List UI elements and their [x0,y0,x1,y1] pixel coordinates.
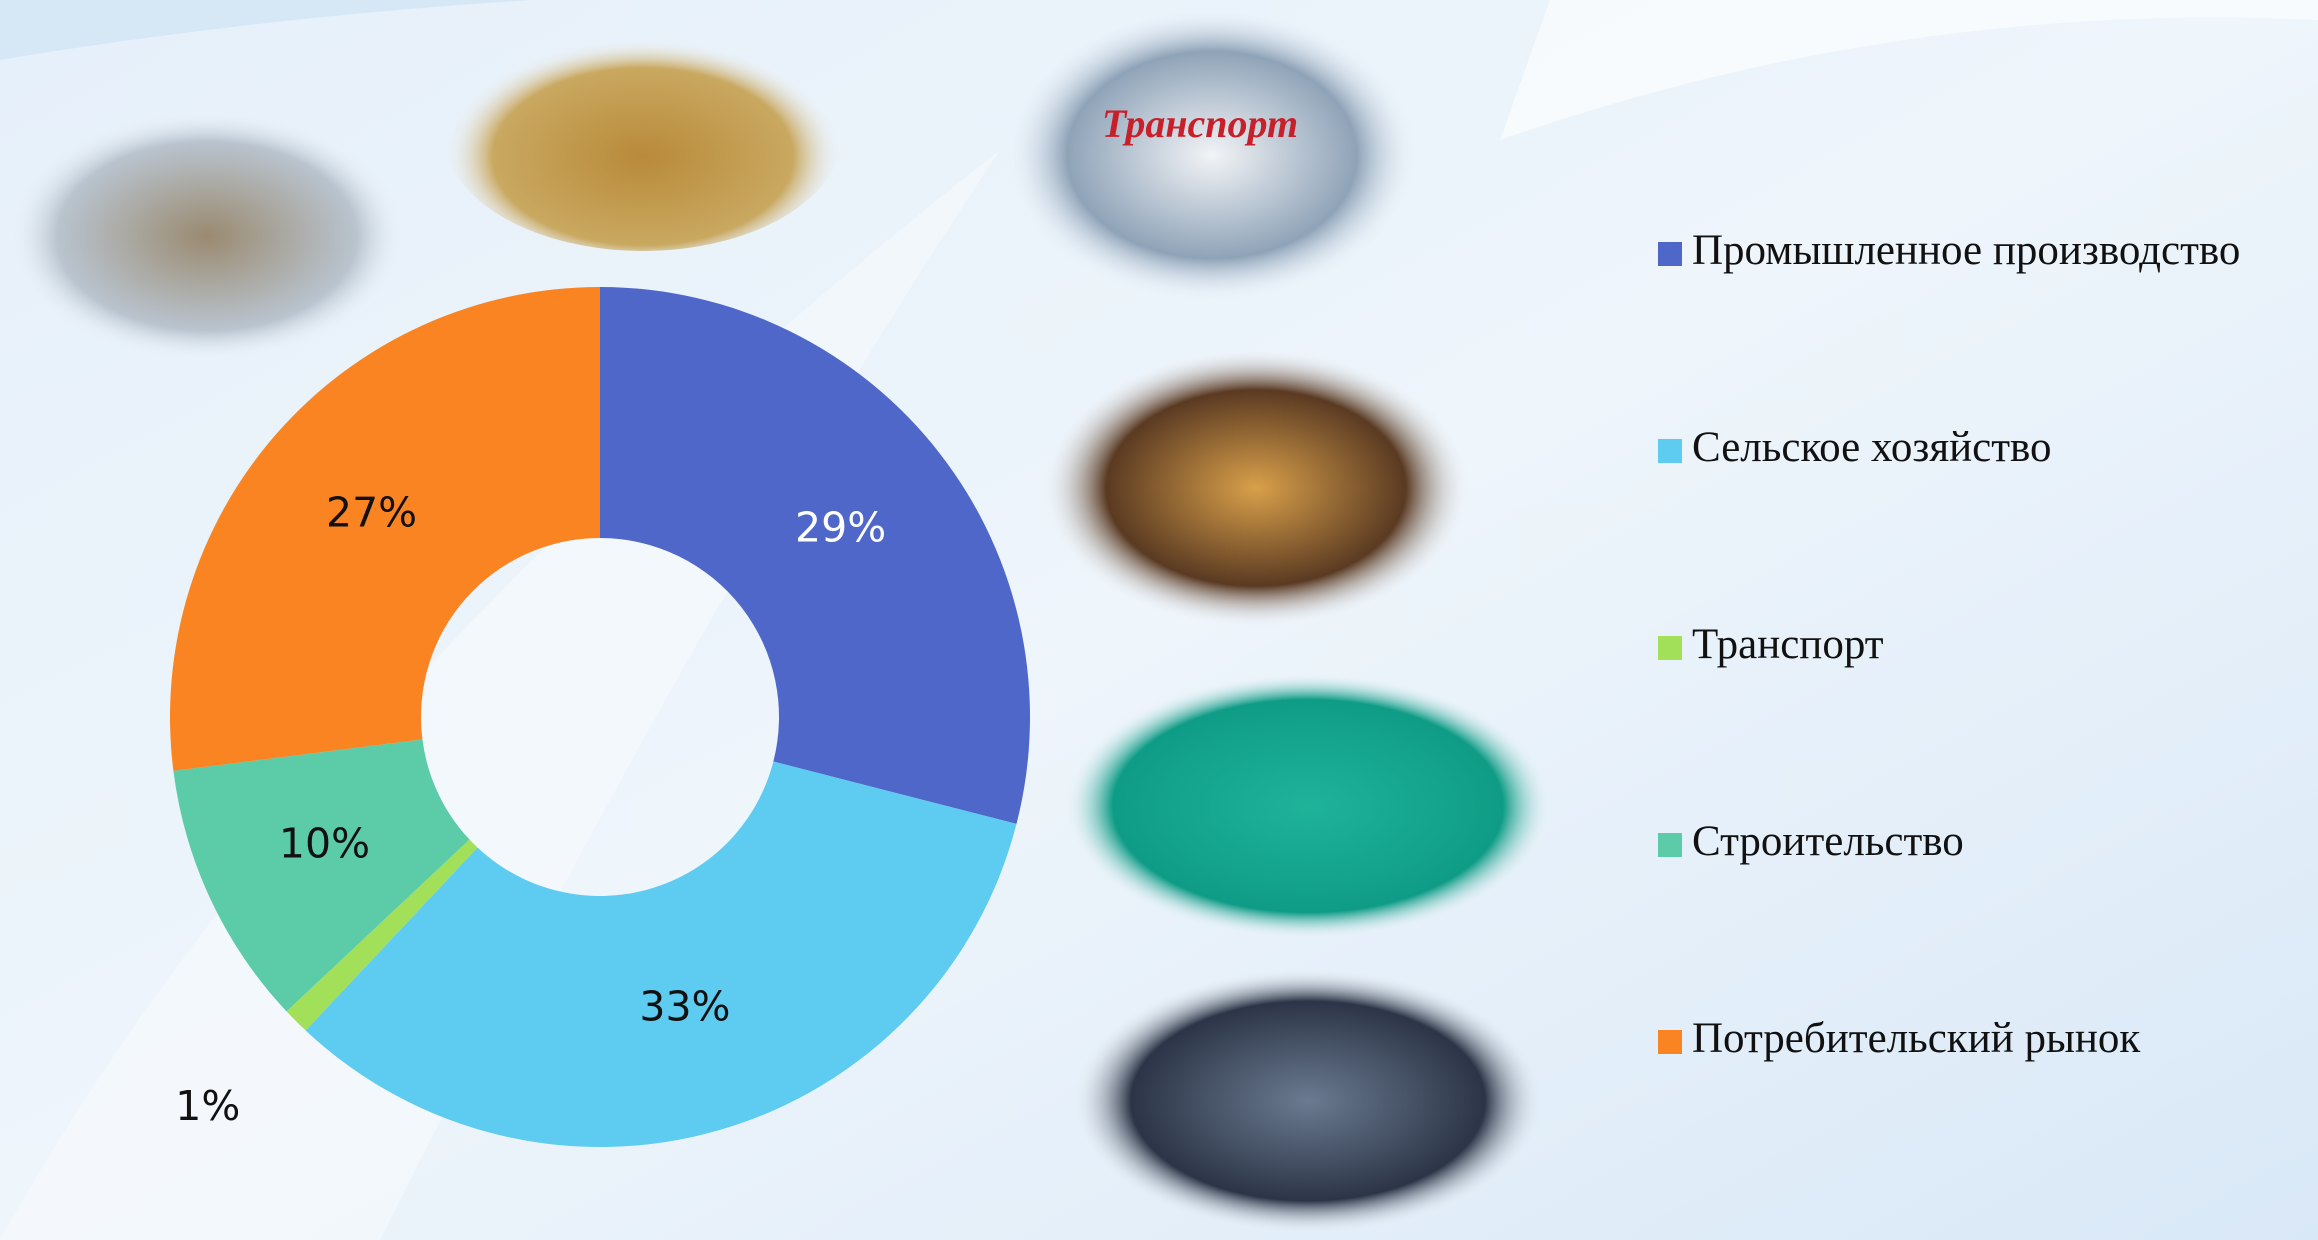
legend-swatch [1658,439,1682,463]
photo-transport [1005,7,1419,303]
legend-label: Строительство [1692,818,1964,865]
chart: Транспорт 29% 33% 1% 10% 27% Промышленное пр… [0,0,2318,1240]
photo-services [1072,968,1544,1234]
data-label: 29% [795,503,886,551]
legend-label: Потребительский рынок [1692,1015,2140,1062]
data-label: 27% [326,489,417,537]
legend-swatch [1658,1030,1682,1054]
data-label: 10% [279,820,370,868]
legend-swatch [1658,636,1682,660]
data-label: 1% [175,1082,240,1130]
legend-swatch [1658,833,1682,857]
photo-agriculture [443,15,843,251]
legend-label: Транспорт [1692,621,1884,668]
legend-label: Сельское хозяйство [1692,424,2052,471]
photo-caption: Транспорт [1102,101,1298,146]
photo-construction [1042,348,1470,628]
legend-label: Промышленное производство [1692,227,2240,274]
data-label: 33% [639,982,730,1030]
photo-industry [7,110,407,362]
photo-communication [1064,673,1552,939]
legend-swatch [1658,242,1682,266]
page: Транспорт 29% 33% 1% 10% 27% Промышленное пр… [0,0,2318,1240]
